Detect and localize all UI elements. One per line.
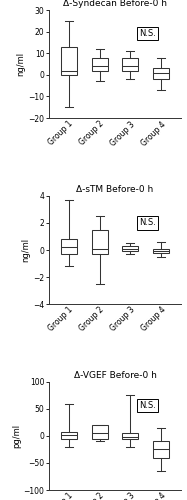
PathPatch shape bbox=[122, 433, 138, 438]
Title: Δ-Syndecan Before-0 h: Δ-Syndecan Before-0 h bbox=[63, 0, 167, 8]
PathPatch shape bbox=[92, 425, 108, 438]
Text: N.S.: N.S. bbox=[139, 218, 156, 228]
PathPatch shape bbox=[92, 58, 108, 70]
PathPatch shape bbox=[153, 250, 169, 252]
Y-axis label: ng/ml: ng/ml bbox=[17, 52, 26, 76]
Y-axis label: pg/ml: pg/ml bbox=[12, 424, 21, 448]
PathPatch shape bbox=[153, 68, 169, 79]
PathPatch shape bbox=[92, 230, 108, 254]
PathPatch shape bbox=[153, 442, 169, 458]
PathPatch shape bbox=[61, 239, 77, 254]
PathPatch shape bbox=[122, 58, 138, 70]
Title: Δ-sTM Before-0 h: Δ-sTM Before-0 h bbox=[76, 185, 154, 194]
Text: N.S.: N.S. bbox=[139, 401, 156, 410]
Y-axis label: ng/ml: ng/ml bbox=[22, 238, 30, 262]
Title: Δ-VGEF Before-0 h: Δ-VGEF Before-0 h bbox=[73, 370, 157, 380]
PathPatch shape bbox=[122, 246, 138, 252]
PathPatch shape bbox=[61, 47, 77, 75]
PathPatch shape bbox=[61, 432, 77, 438]
Text: N.S.: N.S. bbox=[139, 30, 156, 38]
